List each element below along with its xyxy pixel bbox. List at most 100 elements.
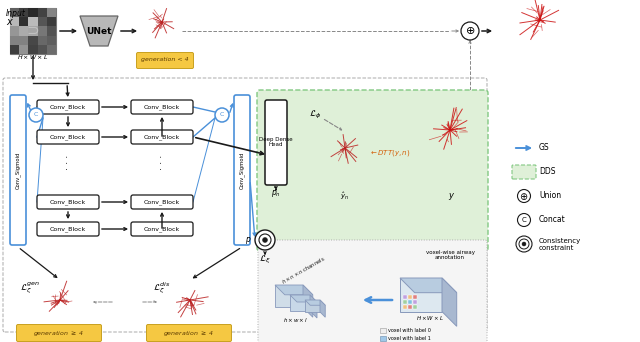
Bar xyxy=(10,17,19,26)
Polygon shape xyxy=(442,278,457,326)
FancyBboxPatch shape xyxy=(234,95,250,245)
Bar xyxy=(413,305,417,308)
Circle shape xyxy=(522,242,526,246)
Bar xyxy=(10,45,19,54)
FancyBboxPatch shape xyxy=(265,100,287,185)
Text: $\hat{y}_n$: $\hat{y}_n$ xyxy=(340,190,349,202)
Bar xyxy=(413,300,417,304)
Bar xyxy=(19,17,28,26)
Text: $\mathcal{L}_{\phi}$: $\mathcal{L}_{\phi}$ xyxy=(309,109,321,121)
Text: GS: GS xyxy=(539,144,550,153)
Text: Consistency
constraint: Consistency constraint xyxy=(539,237,581,250)
Text: Input: Input xyxy=(6,10,26,18)
Text: $\mathcal{L}^{dis}_{\zeta}$: $\mathcal{L}^{dis}_{\zeta}$ xyxy=(154,280,171,296)
Text: Conv_Block: Conv_Block xyxy=(50,134,86,140)
Bar xyxy=(47,8,56,17)
Bar xyxy=(413,294,417,299)
Text: · · ·: · · · xyxy=(157,154,167,170)
Text: Conv_Block: Conv_Block xyxy=(50,226,86,232)
Text: Conv_Block: Conv_Block xyxy=(144,226,180,232)
Bar xyxy=(28,45,38,54)
Bar xyxy=(305,300,320,312)
Text: Conv_Block: Conv_Block xyxy=(50,104,86,110)
Bar xyxy=(19,45,28,54)
Bar xyxy=(380,336,386,341)
Polygon shape xyxy=(275,285,313,295)
Bar xyxy=(290,295,310,311)
Circle shape xyxy=(259,234,271,246)
Bar xyxy=(403,300,407,304)
Circle shape xyxy=(29,108,43,122)
Text: UNet: UNet xyxy=(86,26,112,36)
Text: Conv_Sigmoid: Conv_Sigmoid xyxy=(239,151,245,189)
Circle shape xyxy=(461,22,479,40)
Text: $\oplus$: $\oplus$ xyxy=(465,26,475,37)
Text: $\mathcal{L}_{\xi}$: $\mathcal{L}_{\xi}$ xyxy=(259,254,271,266)
FancyBboxPatch shape xyxy=(37,100,99,114)
Text: ⊃: ⊃ xyxy=(27,24,40,39)
Circle shape xyxy=(215,108,229,122)
Circle shape xyxy=(255,230,275,250)
Text: $h\times n\times n$ channels: $h\times n\times n$ channels xyxy=(280,254,327,286)
Bar xyxy=(10,26,19,36)
FancyBboxPatch shape xyxy=(10,95,26,245)
Text: $H\times W\times L$: $H\times W\times L$ xyxy=(416,314,444,322)
Bar xyxy=(380,328,386,333)
Bar xyxy=(38,17,47,26)
Text: · · ·: · · · xyxy=(63,154,73,170)
Circle shape xyxy=(518,213,531,226)
Text: Conv_Sigmoid: Conv_Sigmoid xyxy=(15,151,21,189)
FancyBboxPatch shape xyxy=(258,240,487,342)
FancyBboxPatch shape xyxy=(147,325,232,342)
Polygon shape xyxy=(320,300,325,317)
Polygon shape xyxy=(400,278,457,293)
Circle shape xyxy=(262,237,268,242)
Text: Conv_Block: Conv_Block xyxy=(144,134,180,140)
Bar xyxy=(400,278,442,312)
FancyBboxPatch shape xyxy=(131,222,193,236)
Polygon shape xyxy=(290,295,317,302)
Text: C: C xyxy=(34,113,38,118)
Text: $\hat{p}_n$: $\hat{p}_n$ xyxy=(271,186,281,200)
Text: $\oplus$: $\oplus$ xyxy=(520,190,529,201)
Polygon shape xyxy=(310,295,317,318)
Bar xyxy=(10,36,19,45)
Polygon shape xyxy=(303,285,313,317)
Text: Union: Union xyxy=(539,192,561,200)
Text: Conv_Block: Conv_Block xyxy=(144,104,180,110)
Text: $p$: $p$ xyxy=(244,235,252,246)
Bar xyxy=(10,8,19,17)
Text: generation $\geq$ 4: generation $\geq$ 4 xyxy=(33,329,84,338)
Bar xyxy=(38,45,47,54)
Text: $x$: $x$ xyxy=(6,17,14,27)
Text: $\mathcal{L}^{gen}_{\zeta}$: $\mathcal{L}^{gen}_{\zeta}$ xyxy=(20,280,40,296)
Bar xyxy=(28,17,38,26)
Bar xyxy=(403,294,407,299)
Text: $y$: $y$ xyxy=(449,192,456,202)
Bar xyxy=(408,300,412,304)
Text: voxel with label 1: voxel with label 1 xyxy=(388,336,431,341)
Bar xyxy=(275,285,303,307)
Bar xyxy=(19,36,28,45)
Text: generation $\geq$ 4: generation $\geq$ 4 xyxy=(163,329,214,338)
Bar xyxy=(28,26,38,36)
Bar xyxy=(47,17,56,26)
Bar xyxy=(10,8,56,54)
FancyBboxPatch shape xyxy=(17,325,102,342)
FancyBboxPatch shape xyxy=(136,53,193,68)
Circle shape xyxy=(516,236,532,252)
Bar xyxy=(47,26,56,36)
FancyBboxPatch shape xyxy=(37,195,99,209)
Bar xyxy=(38,36,47,45)
Text: Concat: Concat xyxy=(539,215,566,224)
Text: $H\times W\times L$: $H\times W\times L$ xyxy=(17,53,49,61)
FancyBboxPatch shape xyxy=(37,222,99,236)
Bar xyxy=(47,45,56,54)
Text: C: C xyxy=(220,113,224,118)
Bar xyxy=(28,36,38,45)
Bar xyxy=(28,8,38,17)
Text: Deep Dense
Head: Deep Dense Head xyxy=(259,136,293,147)
Bar xyxy=(38,8,47,17)
Circle shape xyxy=(519,239,529,249)
Text: voxel-wise airway
annotation: voxel-wise airway annotation xyxy=(426,250,474,260)
